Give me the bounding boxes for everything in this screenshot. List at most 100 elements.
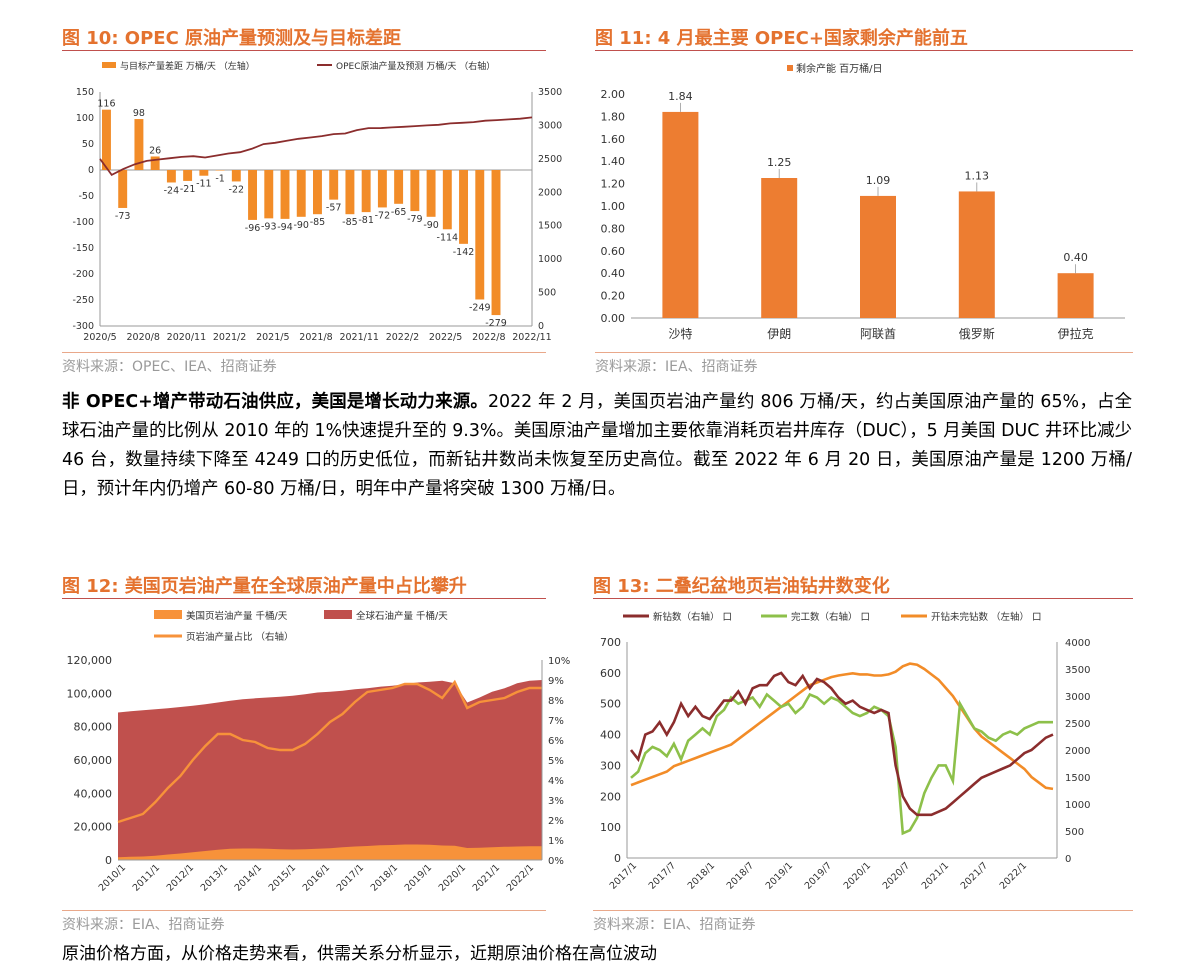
fig13-duc-line <box>630 662 1054 791</box>
fig10-gap-bar <box>264 170 274 219</box>
fig11-y-tick: 2.00 <box>601 88 626 101</box>
fig10-yleft-tick: -50 <box>78 191 94 202</box>
fig11-source-rule <box>595 352 1133 353</box>
fig11-y-tick: 0.20 <box>601 290 626 303</box>
fig10-gap-bar <box>183 170 193 181</box>
fig10-gap-bar <box>313 170 322 215</box>
fig10-gap-label: -21 <box>180 184 196 195</box>
fig12-yright-tick: 2% <box>548 816 564 827</box>
fig12-title-rule <box>62 598 546 599</box>
fig10-gap-label: -11 <box>196 179 212 190</box>
next-paragraph-cut: 原油价格方面，从价格走势来看，供需关系分析显示，近期原油价格在高位波动 <box>62 944 657 964</box>
fig13-drilled-line <box>629 671 1054 817</box>
fig13-yleft-tick: 100 <box>600 821 621 834</box>
fig12-share-line <box>117 679 542 824</box>
fig13-source-rule <box>593 910 1133 911</box>
fig12-yright-tick: 0% <box>548 856 564 867</box>
fig12-source: 资料来源：EIA、招商证券 <box>62 917 225 933</box>
fig11-bar <box>860 195 896 318</box>
fig10-gap-label: -65 <box>391 207 407 218</box>
fig12-x-tick: 2015/1 <box>267 862 298 893</box>
fig10-gap-label: -142 <box>453 247 475 258</box>
fig12-x-tick: 2021/1 <box>471 862 502 893</box>
fig13-yright-tick: 1500 <box>1065 773 1090 784</box>
fig10-gap-bar <box>280 170 290 219</box>
fig10-gap-label: -90 <box>293 220 309 231</box>
fig10-gap-bar <box>134 119 144 170</box>
fig11-bar <box>761 178 798 318</box>
fig13-x-tick: 2017/1 <box>608 860 639 891</box>
fig10-x-tick: 2022/8 <box>472 332 505 343</box>
fig11-bar <box>662 111 699 318</box>
fig13-yright-tick: 3000 <box>1065 692 1090 703</box>
fig11-value-label: 0.40 <box>1063 251 1088 264</box>
fig12-yleft-tick: 120,000 <box>67 654 113 667</box>
fig10-yleft-tick: 150 <box>76 87 94 98</box>
fig10-yleft-tick: -200 <box>72 269 94 280</box>
fig12-yleft-tick: 0 <box>105 854 112 867</box>
fig10-x-tick: 2022/5 <box>429 332 462 343</box>
fig13-x-tick: 2022/1 <box>998 860 1029 891</box>
fig13-legend-duc-label: 开钻未完钻数 （左轴） 口 <box>931 611 1042 623</box>
fig12-x-tick: 2022/1 <box>505 862 536 893</box>
fig12-x-tick: 2019/1 <box>403 862 434 893</box>
fig11-y-tick: 1.40 <box>601 155 626 168</box>
fig10-gap-label: -90 <box>423 220 439 231</box>
fig10-gap-bar <box>410 170 420 212</box>
fig10-x-tick: 2022/11 <box>512 332 551 343</box>
fig10-gap-bar <box>442 170 452 230</box>
fig13-x-tick: 2020/1 <box>842 860 873 891</box>
fig10-gap-bar <box>166 170 176 183</box>
fig10-gap-bar <box>102 109 111 170</box>
fig12-legend-share-label: 页岩油产量占比 （右轴） <box>186 631 294 643</box>
fig10-gap-bar <box>345 170 355 215</box>
fig12-x-tick: 2011/1 <box>131 862 162 893</box>
fig10-gap-bar <box>361 170 371 213</box>
fig10-x-tick: 2022/2 <box>386 332 419 343</box>
fig10-gap-label: 116 <box>97 99 115 110</box>
fig11-value-label: 1.09 <box>866 174 891 187</box>
fig10-gap-label: -249 <box>469 302 491 313</box>
fig10-x-tick: 2020/11 <box>167 332 206 343</box>
fig10-gap-label: -79 <box>407 214 423 225</box>
fig13-title-rule <box>593 598 1133 599</box>
fig12-x-tick: 2014/1 <box>233 862 264 893</box>
fig10-gap-bar <box>394 170 404 204</box>
fig13-x-tick: 2021/7 <box>959 860 990 891</box>
fig11-title: 图 11: 4 月最主要 OPEC+国家剩余产能前五 <box>595 28 968 49</box>
fig10-gap-label: 98 <box>133 108 145 119</box>
fig10-source: 资料来源：OPEC、IEA、招商证券 <box>62 359 277 375</box>
fig12-yright-tick: 5% <box>548 756 564 767</box>
fig13-yright-tick: 3500 <box>1065 665 1090 676</box>
fig10-gap-bar <box>296 170 306 217</box>
fig10-gap-bar <box>215 170 225 171</box>
fig10-gap-label: -85 <box>310 217 326 228</box>
fig11-y-tick: 1.00 <box>601 200 626 213</box>
fig11-category-label: 俄罗斯 <box>959 327 995 341</box>
fig11-value-label: 1.25 <box>767 156 792 169</box>
fig12-x-tick: 2017/1 <box>335 862 366 893</box>
fig10-chart: 与目标产量差距 万桶/天 （左轴） OPEC原油产量及预测 万桶/天 （右轴） 15… <box>72 60 562 343</box>
fig10-gap-bar <box>231 170 241 182</box>
fig13-chart: 新钻数（右轴） 口 完工数（右轴） 口 开钻未完钻数 （左轴） 口 700 600 500… <box>600 611 1090 892</box>
fig10-yright-tick: 3500 <box>538 87 562 98</box>
fig12-yleft-tick: 40,000 <box>74 787 113 800</box>
fig10-yleft-tick: 100 <box>76 113 94 124</box>
fig10-x-tick: 2021/11 <box>339 332 378 343</box>
fig12-yright-tick: 9% <box>548 676 564 687</box>
fig11-chart: 剩余产能 百万桶/日 2.00 1.80 1.60 1.40 1.20 1.00 0.80 0.… <box>601 62 1125 341</box>
fig10-gap-label: -114 <box>437 232 459 243</box>
fig10-yright-tick: 1500 <box>538 221 562 232</box>
fig13-source: 资料来源：EIA、招商证券 <box>593 917 756 933</box>
fig10-gap-label: -94 <box>277 222 293 233</box>
fig13-yright-tick: 2500 <box>1065 719 1090 730</box>
fig11-category-label: 沙特 <box>668 326 692 341</box>
fig11-legend-swatch <box>787 65 793 71</box>
fig12-x-tick: 2020/1 <box>437 862 468 893</box>
fig10-gap-bar <box>426 170 436 217</box>
fig13-title: 图 13: 二叠纪盆地页岩油钻井数变化 <box>593 576 890 597</box>
fig11-bar <box>958 191 995 318</box>
fig13-yleft-tick: 700 <box>600 636 621 649</box>
fig11-bar <box>1057 273 1094 318</box>
fig12-legend-global-label: 全球石油产量 千桶/天 <box>356 610 448 622</box>
